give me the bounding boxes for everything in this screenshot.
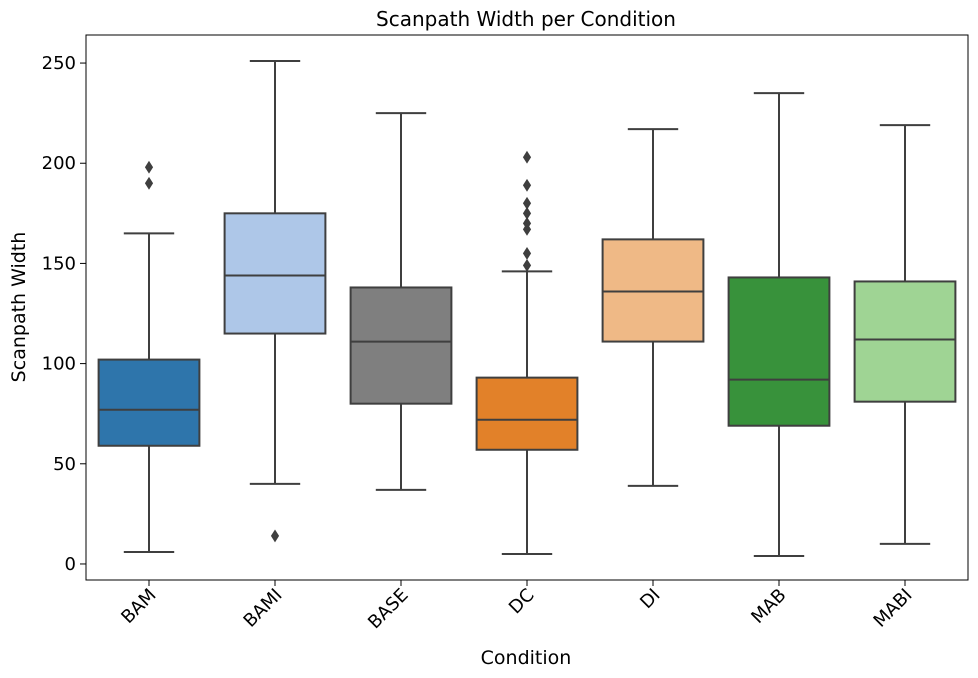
x-tick-label: MABI — [870, 585, 917, 632]
box-group — [853, 124, 957, 545]
outlier-point — [522, 196, 532, 210]
outlier-point — [144, 160, 154, 174]
x-tick-label: BAM — [117, 585, 160, 628]
outlier-point — [270, 529, 280, 543]
box-group — [223, 60, 327, 543]
box-group — [349, 112, 453, 491]
box — [349, 286, 453, 405]
outlier-point — [522, 258, 532, 272]
outlier-point — [522, 216, 532, 230]
x-axis-title: Condition — [481, 647, 572, 669]
x-tick-label: DC — [505, 585, 539, 619]
box — [475, 376, 579, 451]
box-group — [727, 92, 831, 557]
y-tick-label: 100 — [42, 354, 76, 375]
box — [97, 358, 201, 447]
plot-area — [97, 60, 957, 557]
box-group — [97, 160, 201, 553]
x-tick-label: BAMI — [240, 585, 287, 632]
box — [601, 238, 705, 343]
chart-title: Scanpath Width per Condition — [376, 7, 676, 31]
x-tick-label: BASE — [364, 585, 412, 633]
x-axis: BAM BAMI BASE DC DI MAB MABI — [117, 580, 917, 633]
y-tick-label: 200 — [42, 153, 76, 174]
x-tick-label: DI — [636, 585, 664, 613]
box — [223, 212, 327, 335]
outlier-point — [144, 176, 154, 190]
y-tick-label: 0 — [65, 554, 76, 575]
outlier-point — [522, 178, 532, 192]
y-tick-label: 250 — [42, 53, 76, 74]
x-tick-label: MAB — [747, 585, 790, 628]
outlier-point — [522, 206, 532, 220]
outlier-point — [522, 150, 532, 164]
outlier-point — [522, 246, 532, 260]
box-group — [475, 150, 579, 555]
box-group — [601, 128, 705, 487]
box — [727, 276, 831, 427]
y-tick-label: 50 — [53, 454, 76, 475]
y-axis-title: Scanpath Width — [8, 232, 30, 383]
y-axis: 0 50 100 150 200 250 — [42, 53, 86, 575]
box — [853, 280, 957, 403]
y-tick-label: 150 — [42, 253, 76, 274]
